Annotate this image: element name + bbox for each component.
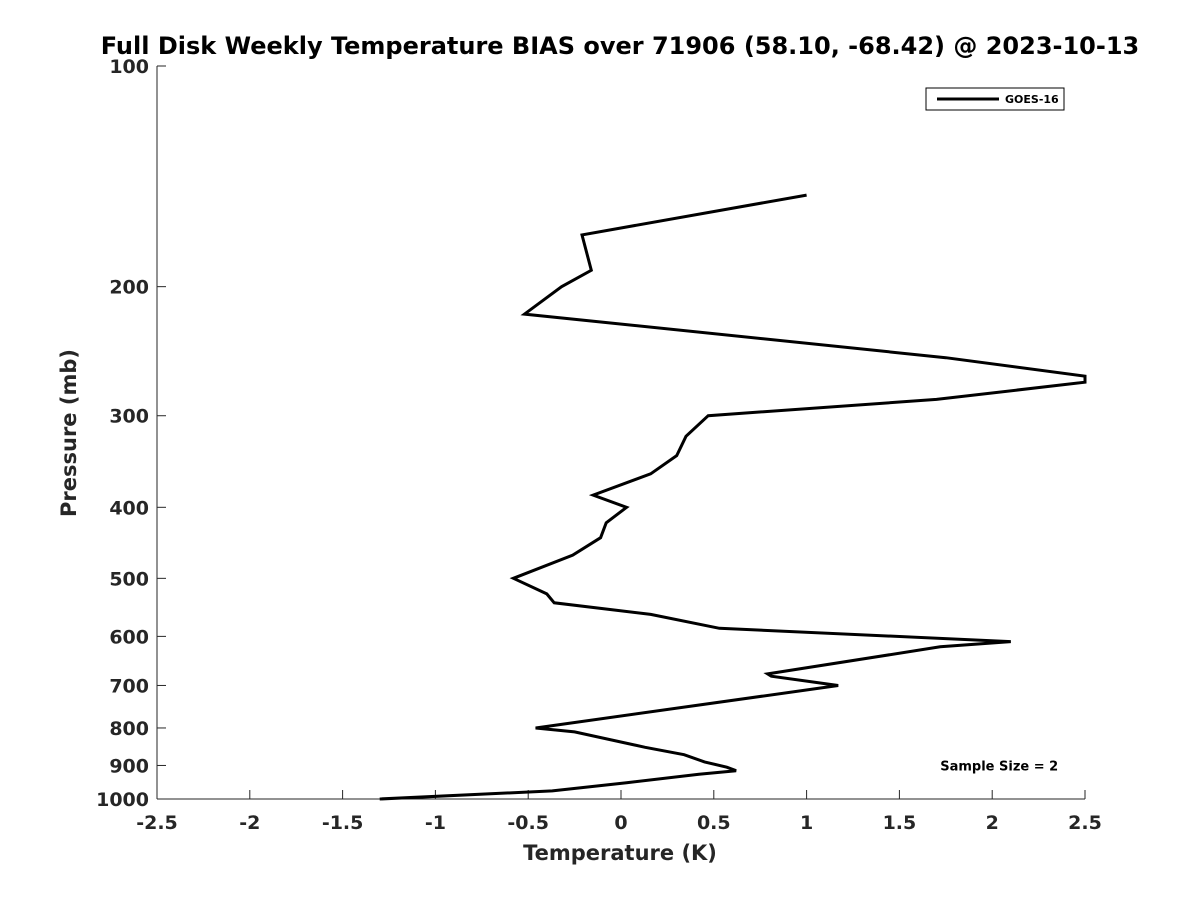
y-tick-label: 100 bbox=[109, 56, 149, 78]
y-tick-label: 1000 bbox=[96, 789, 149, 811]
y-tick-label: 400 bbox=[109, 497, 149, 519]
x-axis-label: Temperature (K) bbox=[523, 841, 717, 865]
x-tick-label: 2.5 bbox=[1068, 812, 1102, 834]
chart-title: Full Disk Weekly Temperature BIAS over 7… bbox=[101, 32, 1140, 60]
x-tick-label: 1.5 bbox=[883, 812, 917, 834]
y-tick-label: 500 bbox=[109, 568, 149, 590]
x-tick-label: 0 bbox=[614, 812, 627, 834]
sample-size-annotation: Sample Size = 2 bbox=[940, 759, 1058, 774]
x-tick-label: -1 bbox=[425, 812, 446, 834]
y-tick-label: 800 bbox=[109, 718, 149, 740]
x-tick-label: 0.5 bbox=[697, 812, 731, 834]
x-tick-label: 1 bbox=[800, 812, 813, 834]
y-tick-label: 900 bbox=[109, 755, 149, 777]
y-tick-label: 700 bbox=[109, 675, 149, 697]
plot-area bbox=[379, 193, 1087, 801]
axes: -2.5 -2 -1.5 -1 -0.5 0 0.5 1 1.5 2 2.5 100 200 300 400… bbox=[96, 56, 1102, 834]
x-tick-label: -0.5 bbox=[507, 812, 549, 834]
x-tick-label: 2 bbox=[986, 812, 999, 834]
y-tick-label: 600 bbox=[109, 626, 149, 648]
legend-label-goes-16: GOES-16 bbox=[1005, 93, 1059, 106]
y-tick-label: 200 bbox=[109, 277, 149, 299]
y-axis-label: Pressure (mb) bbox=[57, 349, 81, 517]
x-tick-label: -2.5 bbox=[136, 812, 178, 834]
x-tick-label: -1.5 bbox=[322, 812, 364, 834]
y-tick-label: 300 bbox=[109, 406, 149, 428]
x-tick-label: -2 bbox=[239, 812, 260, 834]
series-line-goes-16 bbox=[379, 193, 1087, 801]
legend: GOES-16 bbox=[925, 87, 1065, 111]
